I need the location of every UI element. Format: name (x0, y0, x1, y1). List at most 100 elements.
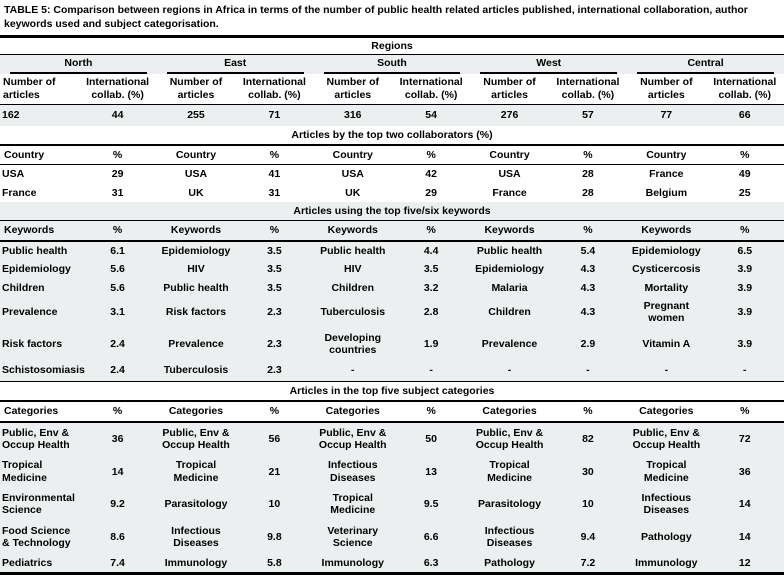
table-row: Schistosomiasis 2.4 Tuberculosis 2.3 - - - - - - (0, 360, 784, 382)
cell-label: Tropical Medicine (330, 492, 376, 517)
cell-label: Risk factors (165, 306, 227, 319)
cell-label: Prevalence (481, 337, 538, 350)
percent-column-header: % (235, 401, 314, 423)
percent-column-header: % (235, 220, 314, 242)
cell-label: Belgium (645, 186, 688, 199)
cell-value: 1.9 (423, 337, 439, 350)
cell-label: - (351, 364, 355, 377)
table-row: Regions (0, 36, 784, 56)
cell-label: Tropical Medicine (2, 459, 47, 484)
table-row: Pediatrics 7.4 Immunology 5.8 Immunology 6.3 P… (0, 553, 784, 574)
cell-label: Epidemiology (475, 263, 544, 276)
table-row: Risk factors 2.4 Prevalence 2.3 Developing c… (0, 327, 784, 361)
cell-label: USA (184, 168, 208, 181)
percent-column-header: % (78, 144, 157, 166)
percent-column-header: % (548, 144, 628, 166)
cell-value: 49 (738, 168, 751, 181)
cell-label: Public, Env & Occup Health (162, 426, 230, 451)
cell-label: Public health (2, 244, 68, 257)
table-row: Public, Env & Occup Health 36 Public, Env … (0, 421, 784, 456)
cell-label: Cysticercosis (632, 263, 701, 276)
cell-label: Parasitology (478, 498, 542, 511)
articles-count-value: 77 (660, 109, 673, 122)
cell-value: 4.3 (580, 306, 596, 319)
cell-value: 3.5 (423, 263, 439, 276)
percent-column-header: % (78, 220, 157, 242)
cell-label: HIV (344, 263, 362, 276)
cell-label: Public health (320, 244, 386, 257)
cell-label: USA (341, 168, 364, 181)
cell-value: 6.1 (110, 244, 125, 257)
cell-label: Pediatrics (2, 556, 53, 569)
cell-label: Pathology (640, 531, 692, 544)
cell-value: 3.9 (737, 281, 753, 294)
region-header-label: East (166, 57, 304, 75)
cell-label: Malaria (491, 281, 528, 294)
cell-value: 6.6 (423, 531, 439, 544)
table-row: Tropical Medicine 14 Tropical Medicine 21 In… (0, 455, 784, 489)
cell-label: Tropical Medicine (487, 459, 532, 484)
cell-value: 4.3 (580, 281, 596, 294)
section-title-row: Articles in the top five subject categor… (0, 380, 784, 403)
cell-value: 36 (738, 465, 751, 478)
categories-column-header: Categories (313, 401, 392, 423)
cell-value: 3.9 (737, 337, 753, 350)
table-caption-label: TABLE 5: (4, 4, 51, 16)
cell-value: 3.5 (267, 263, 282, 276)
region-header-south: South (314, 55, 471, 75)
cell-label: Immunology (635, 556, 698, 569)
cell-value: 9.4 (580, 531, 596, 544)
cell-value: 28 (582, 168, 594, 181)
cell-value: 28 (582, 186, 594, 199)
cell-label: Vitamin A (642, 337, 691, 350)
cell-label: Public, Env & Occup Health (2, 426, 70, 451)
cell-value: 5.8 (267, 556, 282, 569)
section-column-header-row: Country% Country% Country% Country% Country% (0, 144, 784, 166)
cell-value: 36 (111, 432, 124, 445)
articles-count-value: 255 (187, 109, 205, 122)
cell-value: 6.5 (737, 244, 753, 257)
cell-value: 31 (268, 186, 281, 199)
cell-label: Veterinary Science (327, 524, 379, 550)
cell-value: 3.2 (423, 281, 439, 294)
cell-value: 2.3 (267, 364, 282, 377)
cell-value: 5.4 (580, 244, 596, 257)
section-title-keywords: Articles using the top five/six keywords (0, 202, 784, 222)
cell-value: 50 (425, 432, 437, 445)
cell-label: France (2, 186, 37, 199)
cell-label: - (507, 364, 512, 377)
cell-label: UK (345, 186, 361, 199)
keywords-column-header: Keywords (156, 220, 236, 242)
cell-value: 7.2 (580, 556, 596, 569)
table-row: North East South West Central (0, 54, 784, 75)
cell-label: Prevalence (168, 337, 224, 350)
cell-value: 9.5 (423, 498, 439, 511)
articles-count-value: 316 (343, 109, 362, 122)
section-column-header-row: Keywords% Keywords% Keywords% Keywords% Keyw… (0, 220, 784, 242)
cell-value: 3.1 (110, 306, 125, 319)
cell-label: Public health (163, 281, 229, 294)
country-column-header: Country (156, 144, 236, 166)
cell-value: 72 (738, 432, 751, 445)
cell-value: 14 (111, 465, 124, 478)
cell-value: 2.3 (267, 306, 282, 319)
percent-column-header: % (548, 401, 628, 423)
table-row: Epidemiology 5.6 HIV 3.5 HIV 3.5 Epidemiology 4… (0, 260, 784, 279)
articles-count-header: Number of articles (627, 74, 706, 106)
cell-value: 5.6 (110, 263, 125, 276)
region-header-label: South (323, 57, 461, 75)
cell-value: 9.2 (110, 498, 125, 511)
cell-value: 9.8 (267, 531, 282, 544)
cell-label: Public, Env & Occup Health (632, 426, 701, 451)
articles-count-value: 276 (500, 109, 519, 122)
cell-value: 13 (425, 465, 437, 478)
cell-value: 3.5 (267, 244, 282, 257)
keywords-column-header: Keywords (470, 220, 549, 242)
region-header-label: Central (637, 57, 774, 75)
keywords-column-header: Keywords (627, 220, 706, 242)
cell-label: Environmental Science (2, 492, 75, 517)
table-row: Prevalence 3.1 Risk factors 2.3 Tuberculosis… (0, 296, 784, 328)
percent-column-header: % (548, 220, 628, 242)
table-row: France 31 UK 31 UK 29 France 28 Belgium 25 (0, 184, 784, 202)
